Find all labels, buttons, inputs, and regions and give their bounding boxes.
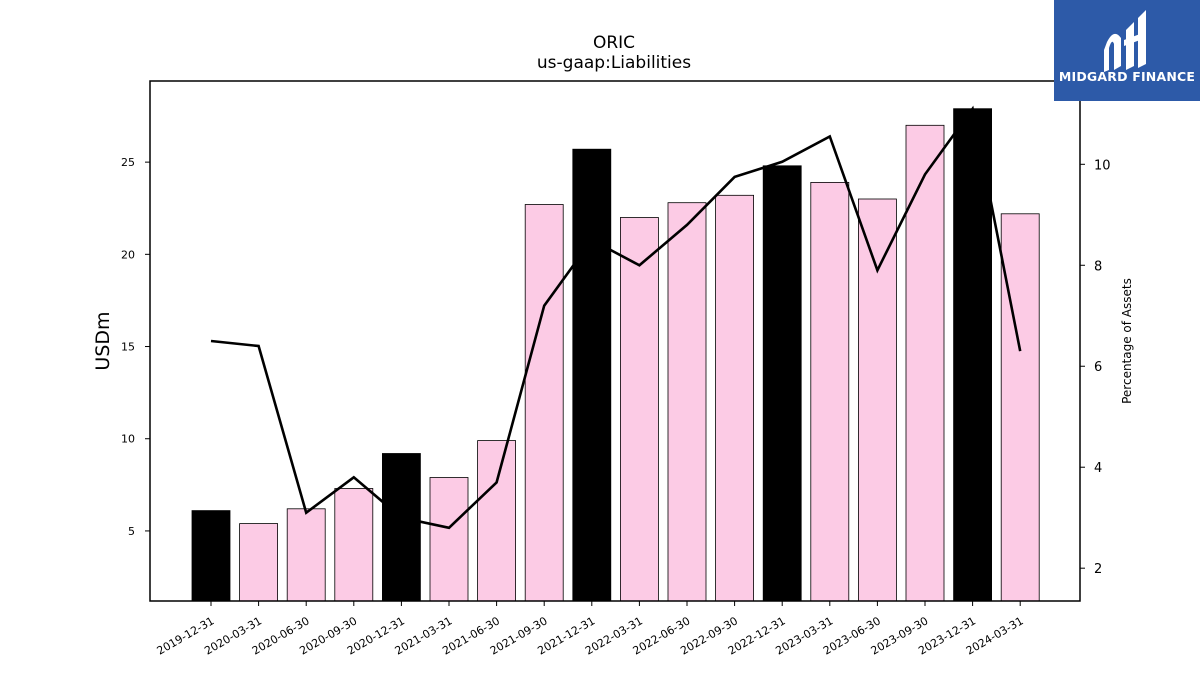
y2-tick-label-10: 10 bbox=[1094, 158, 1111, 173]
bar-2021-03-31 bbox=[429, 477, 469, 602]
bar-2023-09-30 bbox=[905, 124, 945, 602]
percentage-line bbox=[210, 105, 1022, 530]
bar-2020-06-30 bbox=[286, 508, 326, 602]
logo-mark-icon bbox=[1104, 10, 1146, 72]
bar-2021-09-30 bbox=[524, 204, 564, 602]
y-tick-label-20: 20 bbox=[121, 248, 135, 261]
chart-title: ORIC bbox=[592, 33, 636, 53]
plot-frame bbox=[149, 80, 1081, 602]
bar-2023-12-31 bbox=[953, 108, 992, 602]
bar-2023-03-31 bbox=[810, 181, 850, 602]
y-axis-label: USDm bbox=[92, 311, 114, 370]
bar-2022-09-30 bbox=[715, 194, 754, 602]
y2-tick-label-6: 6 bbox=[1094, 360, 1102, 375]
bar-2022-03-31 bbox=[620, 217, 659, 602]
midgard-finance-logo: MIDGARD FINANCE bbox=[1054, 0, 1200, 101]
y-tick-label-25: 25 bbox=[121, 156, 135, 169]
y2-tick-label-4: 4 bbox=[1094, 461, 1102, 476]
chart-subtitle: us-gaap:Liabilities bbox=[536, 53, 692, 73]
bar-2022-06-30 bbox=[667, 202, 707, 602]
bar-2020-12-31 bbox=[381, 453, 421, 602]
bar-2023-06-30 bbox=[858, 198, 897, 602]
bar-2021-12-31 bbox=[572, 148, 612, 602]
y-tick-label-10: 10 bbox=[121, 433, 135, 446]
bar-2022-12-31 bbox=[762, 165, 802, 602]
bar-2024-03-31 bbox=[1000, 213, 1040, 602]
bar-2020-09-30 bbox=[334, 488, 374, 602]
bar-2021-06-30 bbox=[477, 440, 517, 602]
y2-axis-label: Percentage of Assets bbox=[1120, 278, 1134, 404]
y-tick-label-15: 15 bbox=[121, 341, 135, 354]
y-tick-label-5: 5 bbox=[128, 525, 135, 538]
bar-2019-12-31 bbox=[191, 510, 231, 602]
y2-tick-label-2: 2 bbox=[1094, 562, 1102, 577]
logo-text: MIDGARD FINANCE bbox=[1058, 69, 1196, 84]
bar-2020-03-31 bbox=[239, 523, 279, 602]
y2-tick-label-8: 8 bbox=[1094, 259, 1102, 274]
